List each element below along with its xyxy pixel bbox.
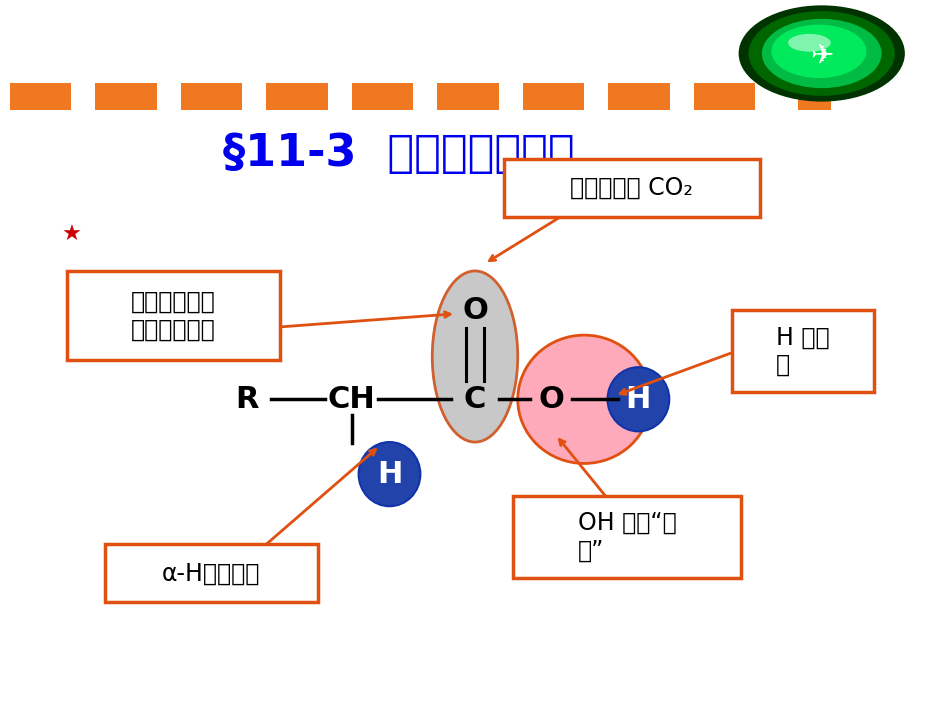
Ellipse shape: [771, 25, 866, 78]
FancyBboxPatch shape: [266, 83, 328, 110]
FancyBboxPatch shape: [95, 83, 157, 110]
Text: OH 可被“取
代”: OH 可被“取 代”: [578, 511, 676, 563]
Text: H 有酸
性: H 有酸 性: [776, 325, 829, 377]
FancyBboxPatch shape: [352, 83, 413, 110]
Text: ★: ★: [61, 225, 82, 245]
Text: α-H，可取代: α-H，可取代: [162, 561, 260, 585]
Text: O: O: [462, 296, 488, 324]
Text: R: R: [236, 385, 258, 414]
FancyBboxPatch shape: [504, 159, 760, 217]
Text: ✈: ✈: [810, 41, 833, 70]
Ellipse shape: [359, 442, 420, 506]
FancyBboxPatch shape: [798, 83, 831, 110]
Ellipse shape: [788, 34, 830, 52]
FancyBboxPatch shape: [104, 544, 318, 602]
FancyBboxPatch shape: [180, 83, 242, 110]
Text: 羰基不饱和，
可加成、还原: 羰基不饱和， 可加成、还原: [131, 289, 216, 342]
FancyBboxPatch shape: [694, 83, 755, 110]
Ellipse shape: [518, 335, 651, 463]
Ellipse shape: [608, 367, 670, 431]
FancyBboxPatch shape: [437, 83, 499, 110]
FancyBboxPatch shape: [513, 496, 741, 578]
Text: §11-3  羧酸的化学性质: §11-3 羧酸的化学性质: [223, 132, 575, 175]
FancyBboxPatch shape: [66, 271, 280, 360]
Text: H: H: [377, 460, 402, 488]
Text: C: C: [464, 385, 486, 414]
FancyBboxPatch shape: [732, 310, 874, 392]
Text: O: O: [538, 385, 564, 414]
Text: 羰基可脱去 CO₂: 羰基可脱去 CO₂: [570, 176, 694, 200]
Text: H: H: [626, 385, 651, 414]
Ellipse shape: [739, 5, 904, 102]
FancyBboxPatch shape: [608, 83, 670, 110]
Ellipse shape: [762, 19, 882, 88]
Ellipse shape: [432, 271, 518, 442]
Text: CH: CH: [328, 385, 375, 414]
FancyBboxPatch shape: [10, 83, 71, 110]
Ellipse shape: [749, 11, 895, 96]
FancyBboxPatch shape: [522, 83, 584, 110]
